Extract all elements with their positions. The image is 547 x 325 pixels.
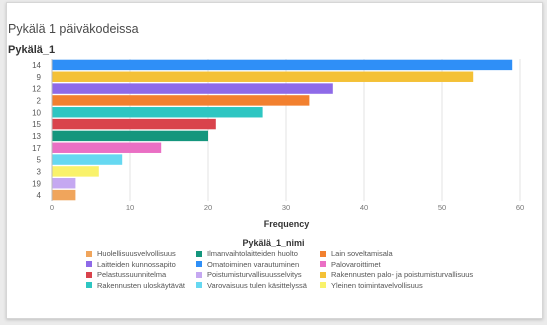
legend-item[interactable]: Varovaisuus tulen käsittelyssä (196, 281, 320, 291)
legend-swatch (320, 282, 326, 289)
legend-swatch (196, 282, 202, 289)
legend-swatch (86, 261, 92, 268)
legend-item[interactable]: Ilmanvaihtolaitteiden huolto (196, 249, 320, 259)
legend-label: Ilmanvaihtolaitteiden huolto (207, 249, 298, 259)
y-tick-label: 5 (37, 156, 42, 165)
x-tick-label: 10 (126, 203, 134, 212)
bar (52, 142, 162, 153)
legend-swatch (86, 250, 92, 257)
legend-label: Varovaisuus tulen käsittelyssä (207, 280, 307, 290)
y-tick-label: 2 (37, 96, 42, 105)
legend-item[interactable]: Omatoiminen varautuminen (196, 260, 320, 270)
legend-label: Omatoiminen varautuminen (207, 259, 300, 269)
legend-label: Pelastussuunnitelma (97, 270, 167, 280)
bar (52, 71, 474, 82)
legend-item[interactable]: Pelastussuunnitelma (86, 270, 196, 280)
legend-item[interactable]: Yleinen toimintavelvollisuus (320, 281, 490, 291)
legend-swatch (320, 261, 326, 268)
legend-item[interactable]: Rakennusten palo- ja poistumisturvallisu… (320, 270, 490, 280)
y-tick-label: 19 (32, 179, 41, 188)
x-axis-label: Frequency (264, 219, 310, 229)
y-tick-label: 4 (37, 191, 42, 200)
legend-item[interactable]: Rakennusten uloskäytävät (86, 281, 196, 291)
x-tick-label: 0 (50, 203, 54, 212)
y-tick-label: 14 (32, 61, 41, 70)
legend-label: Laitteiden kunnossapito (97, 259, 176, 269)
bar (52, 118, 216, 130)
legend-label: Rakennusten uloskäytävät (97, 280, 185, 290)
legend-label: Rakennusten palo- ja poistumisturvallisu… (331, 270, 474, 280)
legend-swatch (196, 271, 202, 278)
legend-swatch (196, 250, 202, 257)
legend-label: Palovaroittimet (331, 259, 381, 269)
legend-swatch (320, 271, 326, 278)
bar (52, 154, 123, 165)
legend-title: Pykälä_1_nimi (242, 238, 305, 248)
legend-swatch (86, 282, 92, 289)
x-tick-label: 60 (516, 203, 524, 212)
x-tick-label: 50 (438, 203, 446, 212)
y-tick-label: 9 (37, 73, 42, 82)
chart-title: Pykälä 1 päiväkodeissa (8, 22, 139, 36)
legend-item[interactable]: Poistumisturvallisuusselvitys (196, 270, 320, 280)
y-tick-label: 3 (37, 167, 42, 176)
legend-item[interactable]: Lain soveltamisala (320, 249, 490, 259)
x-tick-label: 40 (360, 203, 368, 212)
y-tick-label: 13 (32, 132, 41, 141)
bar (52, 130, 208, 142)
bar (52, 59, 513, 71)
y-tick-label: 10 (32, 108, 41, 117)
legend: Huolellisuusvelvollisuus Ilmanvaihtolaitt… (86, 249, 490, 290)
bar (52, 166, 99, 177)
y-tick-label: 15 (32, 120, 41, 129)
legend-label: Yleinen toimintavelvollisuus (331, 280, 423, 290)
legend-item[interactable]: Huolellisuusvelvollisuus (86, 249, 196, 259)
bar (52, 178, 76, 189)
legend-label: Poistumisturvallisuusselvitys (207, 270, 302, 280)
legend-swatch (86, 271, 92, 278)
bar (52, 189, 76, 201)
y-tick-label: 17 (32, 144, 41, 153)
legend-label: Lain soveltamisala (331, 249, 393, 259)
bar (52, 83, 333, 94)
bar (52, 95, 310, 106)
legend-swatch (320, 250, 326, 257)
y-tick-label: 12 (32, 85, 41, 94)
bar (52, 107, 263, 118)
legend-label: Huolellisuusvelvollisuus (97, 249, 176, 259)
x-tick-label: 30 (282, 203, 290, 212)
x-tick-label: 20 (204, 203, 212, 212)
bar-chart: Pykälä_1 14 9 12 2 10 15 13 17 5 3 19 40 10 20 30 40 50 60… (8, 44, 524, 229)
legend-swatch (196, 261, 202, 268)
legend-item[interactable]: Palovaroittimet (320, 260, 490, 270)
legend-item[interactable]: Laitteiden kunnossapito (86, 260, 196, 270)
y-axis-label: Pykälä_1 (8, 44, 55, 56)
